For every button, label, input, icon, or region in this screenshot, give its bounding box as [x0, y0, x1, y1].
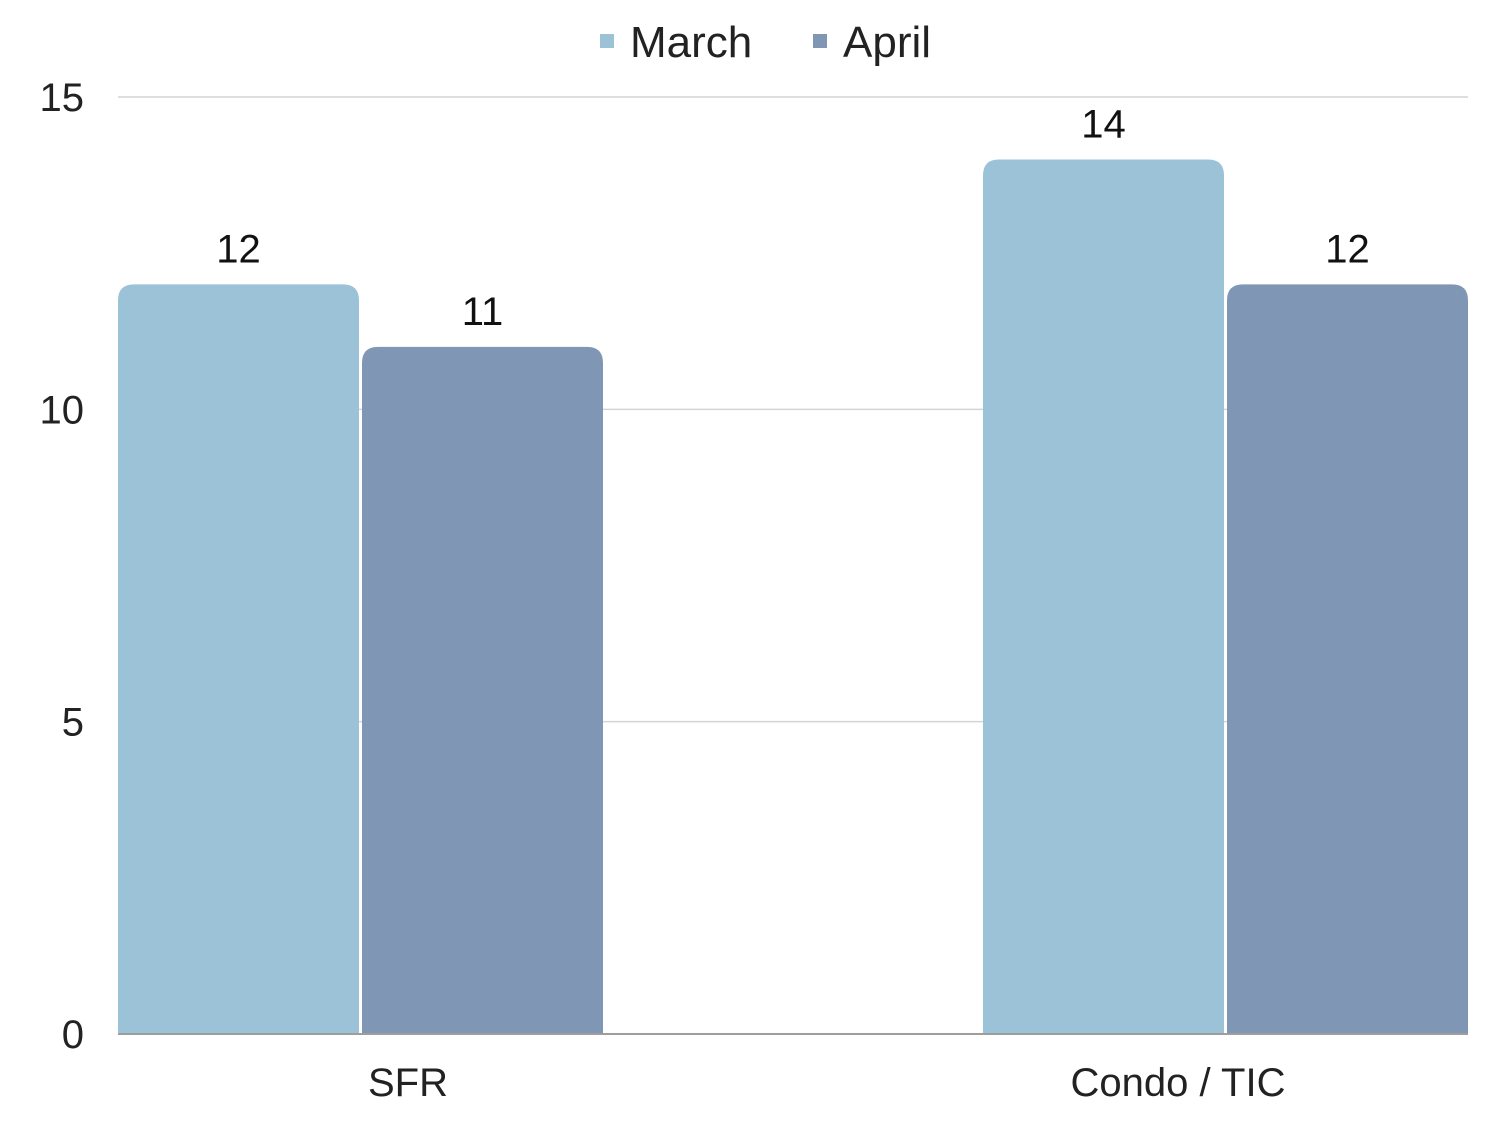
legend-swatch-april: [813, 34, 827, 48]
bar-condo-tic-april: [1227, 284, 1468, 1034]
data-label-sfr-march: 12: [216, 227, 261, 271]
legend: March April: [600, 18, 931, 67]
bar-sfr-april: [362, 346, 603, 1034]
axes: 0 5 10 15 SFR Condo / TIC: [40, 76, 1468, 1105]
y-tick-label: 5: [62, 701, 84, 745]
x-category-label: SFR: [368, 1061, 448, 1105]
bars: [118, 159, 1468, 1034]
legend-label-march: March: [630, 18, 752, 67]
data-label-condo-tic-april: 12: [1325, 227, 1370, 271]
y-tick-label: 0: [62, 1013, 84, 1057]
legend-swatch-march: [600, 34, 614, 48]
legend-label-april: April: [843, 18, 931, 67]
y-tick-label: 15: [40, 76, 85, 120]
data-labels: 12 11 14 12: [216, 102, 1370, 333]
data-label-condo-tic-march: 14: [1081, 102, 1126, 146]
y-tick-label: 10: [40, 388, 85, 432]
x-category-label: Condo / TIC: [1071, 1061, 1286, 1105]
data-label-sfr-april: 11: [462, 290, 504, 334]
bar-condo-tic-march: [983, 159, 1224, 1034]
bar-sfr-march: [118, 284, 359, 1034]
